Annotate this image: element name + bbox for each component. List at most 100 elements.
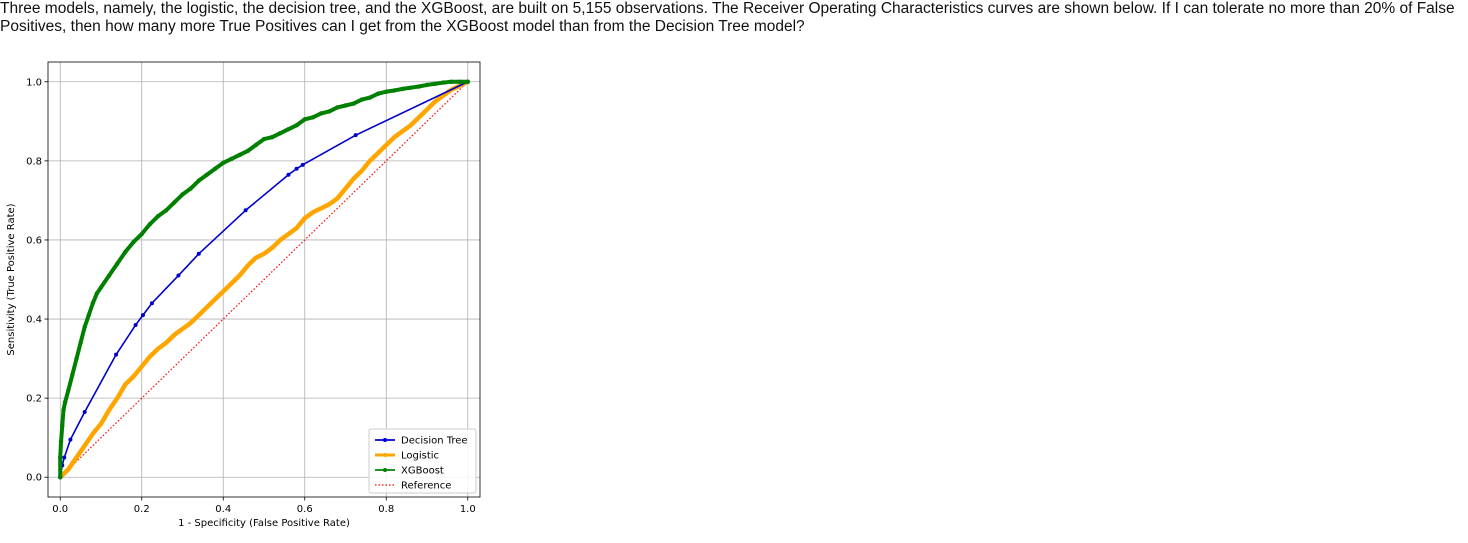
- roc-chart-svg: 0.0 0.2 0.4 0.6 0.8 1.0 0.0 0.2 0.4 0.6 0.8 1.0 1 -…: [6, 61, 481, 529]
- xgboost-point: [90, 301, 96, 306]
- decision-tree-point: [196, 251, 201, 256]
- xgboost-point: [237, 152, 242, 158]
- xgboost-point: [123, 249, 128, 255]
- xgboost-point: [269, 134, 275, 140]
- xgboost-point: [131, 239, 136, 245]
- xgboost-point: [384, 89, 389, 94]
- xgboost-point: [221, 160, 226, 166]
- decision-tree-point: [140, 313, 145, 318]
- legend-label-reference: Reference: [401, 481, 451, 492]
- xgboost-point: [278, 130, 283, 136]
- y-tick-label: 0.2: [26, 394, 42, 405]
- x-tick-label: 0.0: [52, 504, 68, 515]
- xgboost-point: [261, 136, 267, 142]
- xgboost-point: [441, 80, 446, 85]
- xgboost-point: [351, 101, 356, 106]
- xgboost-point: [294, 123, 299, 128]
- xgboost-point: [115, 261, 120, 266]
- roc-chart: 0.0 0.2 0.4 0.6 0.8 1.0 0.0 0.2 0.4 0.6 0.8 1.0 1 -…: [0, 40, 500, 543]
- xgboost-point: [416, 84, 422, 89]
- y-tick-label: 0.4: [26, 315, 42, 326]
- xgboost-point: [424, 82, 430, 88]
- xgboost-point: [245, 148, 250, 154]
- legend: Decision Tree Logistic XGBoost Reference: [368, 428, 477, 494]
- xgboost-point: [367, 95, 373, 100]
- xgboost-point: [432, 81, 438, 86]
- decision-tree-point: [176, 273, 181, 278]
- decision-tree-point: [114, 352, 119, 357]
- xgboost-point: [62, 399, 68, 405]
- decision-tree-point: [294, 166, 299, 171]
- xgboost-point: [60, 423, 65, 429]
- xgboost-point: [58, 475, 63, 480]
- xgboost-point: [196, 178, 201, 183]
- xgboost-point: [408, 85, 413, 90]
- xgboost-point: [61, 407, 66, 413]
- reference-layer: [59, 81, 469, 478]
- plot-frame: [47, 61, 481, 498]
- decision-tree-point: [68, 437, 73, 442]
- y-tick-label: 0.0: [26, 473, 42, 484]
- xgboost-point: [229, 156, 234, 162]
- xgboost-point: [392, 88, 397, 93]
- xgboost-point: [106, 273, 112, 278]
- logistic-line: [57, 79, 471, 480]
- xgboost-point: [172, 200, 177, 205]
- xgboost-point: [82, 324, 87, 330]
- xgboost-point: [212, 166, 218, 171]
- xgboost-point: [66, 388, 71, 393]
- xgboost-point: [327, 109, 332, 114]
- x-tick-label: 0.2: [134, 504, 150, 515]
- xgboost-point: [78, 340, 83, 345]
- legend-label-xgboost: XGBoost: [401, 466, 444, 477]
- y-tick-label: 1.0: [26, 77, 42, 88]
- x-tick-label: 0.8: [378, 504, 394, 515]
- legend-marker-decision-tree: [383, 438, 387, 442]
- xgboost-point: [204, 172, 210, 177]
- xgboost-point: [74, 356, 79, 361]
- xgboost-point: [400, 86, 405, 92]
- decision-tree-point: [62, 455, 67, 460]
- xgboost-point: [318, 111, 324, 116]
- decision-tree-point: [286, 172, 291, 177]
- xgboost-point: [335, 105, 340, 110]
- xgboost-point: [286, 127, 291, 132]
- xgboost-point: [86, 312, 91, 318]
- x-tick-label: 1.0: [460, 504, 476, 515]
- xgboost-point: [375, 91, 381, 96]
- xgboost-point: [147, 221, 153, 227]
- legend-label-decision-tree: Decision Tree: [401, 436, 468, 447]
- reference-line: [59, 81, 469, 478]
- legend-marker-xgboost: [383, 468, 387, 472]
- xgboost-point: [58, 455, 63, 460]
- y-tick-label: 0.8: [26, 156, 42, 167]
- xgboost-point: [163, 208, 169, 213]
- xgboost-point: [98, 285, 104, 290]
- decision-tree-point: [243, 208, 248, 213]
- y-tick-label: 0.6: [26, 235, 42, 246]
- legend-box: [368, 428, 477, 494]
- xgboost-point: [359, 97, 365, 102]
- xgboost-point: [188, 186, 193, 191]
- x-tick-label: 0.4: [215, 504, 231, 515]
- xgboost-point: [465, 79, 470, 84]
- xgboost-point: [343, 103, 348, 108]
- xgboost-point: [94, 291, 100, 296]
- y-axis-label: Sensitivity (True Positive Rate): [6, 203, 17, 355]
- legend-marker-logistic: [383, 453, 387, 457]
- decision-tree-point: [353, 133, 358, 138]
- xgboost-point: [70, 372, 75, 377]
- xgboost-point: [253, 142, 259, 148]
- decision-tree-point: [149, 301, 154, 306]
- x-axis-label: 1 - Specificity (False Positive Rate): [178, 518, 350, 529]
- decision-tree-point: [300, 162, 305, 167]
- xgboost-point: [449, 79, 454, 84]
- decision-tree-point: [82, 409, 87, 414]
- grid-layer: [48, 62, 480, 497]
- xgboost-point: [180, 192, 185, 197]
- x-tick-label: 0.6: [297, 504, 313, 515]
- xgboost-point: [155, 214, 161, 219]
- question-text: Three models, namely, the logistic, the …: [0, 0, 1455, 35]
- xgboost-point: [139, 231, 144, 237]
- xgboost-point: [58, 439, 64, 444]
